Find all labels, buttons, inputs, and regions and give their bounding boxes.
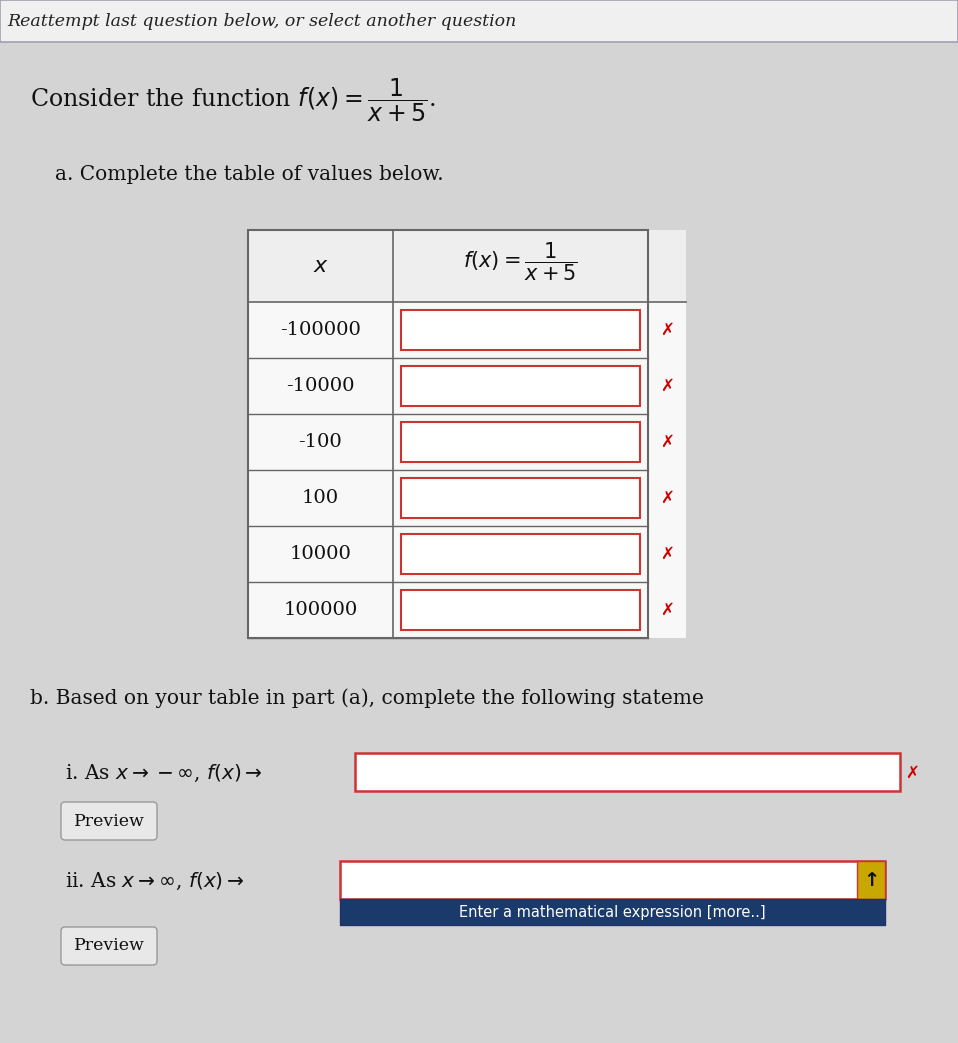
Bar [401,534,640,574]
Text: ✗: ✗ [660,601,673,618]
Bar [340,862,885,899]
Text: -100000: -100000 [280,321,361,339]
Bar [248,231,686,302]
Text: 100000: 100000 [284,601,357,618]
Text: Reattempt last question below, or select another question: Reattempt last question below, or select… [7,13,516,29]
Text: Consider the function $f(x) = \dfrac{1}{x+5}$.: Consider the function $f(x) = \dfrac{1}{… [30,76,436,124]
Text: ✗: ✗ [905,765,919,782]
FancyBboxPatch shape [61,927,157,965]
Text: ✗: ✗ [660,433,673,451]
Text: i. As $x \to -\infty$, $f(x) \to$: i. As $x \to -\infty$, $f(x) \to$ [65,762,262,783]
Text: ii. As $x \to \infty$, $f(x) \to$: ii. As $x \to \infty$, $f(x) \to$ [65,871,244,892]
Text: ✗: ✗ [660,545,673,563]
Text: b. Based on your table in part (a), complete the following stateme: b. Based on your table in part (a), comp… [30,688,704,708]
Text: 100: 100 [302,489,339,507]
Text: Enter a mathematical expression [more..]: Enter a mathematical expression [more..] [459,904,765,920]
Text: ✗: ✗ [660,489,673,507]
Text: Preview: Preview [74,812,145,829]
FancyBboxPatch shape [61,802,157,840]
Bar [401,590,640,630]
Text: $x$: $x$ [312,254,329,277]
Text: ✗: ✗ [660,321,673,339]
Text: ✗: ✗ [660,377,673,395]
Bar [401,478,640,518]
Bar [248,231,686,638]
Text: 10000: 10000 [289,545,352,563]
Text: -10000: -10000 [286,377,354,395]
Text: $f(x) = \dfrac{1}{x+5}$: $f(x) = \dfrac{1}{x+5}$ [463,241,578,284]
Bar [401,422,640,462]
Bar [401,310,640,350]
Text: -100: -100 [299,433,342,451]
Text: a. Complete the table of values below.: a. Complete the table of values below. [55,166,444,185]
Bar [857,862,885,899]
Bar [0,0,958,42]
Text: Preview: Preview [74,938,145,954]
Text: ↑: ↑ [863,872,879,891]
Bar [355,753,900,791]
Bar [340,899,885,925]
Bar [248,231,648,638]
Bar [401,366,640,406]
